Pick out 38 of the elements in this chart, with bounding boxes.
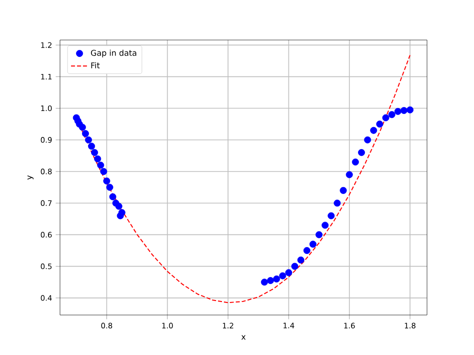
point (370, 126, 378, 134)
point (100, 168, 108, 175)
point (115, 202, 122, 210)
point (352, 158, 359, 166)
point (260, 278, 268, 286)
point (85, 136, 92, 144)
point (376, 120, 384, 128)
point (328, 212, 335, 220)
point (109, 193, 116, 200)
point (285, 269, 292, 276)
point (103, 177, 110, 184)
point (267, 277, 274, 284)
point (364, 136, 372, 144)
point (78, 124, 86, 131)
point (279, 272, 286, 280)
point (106, 184, 114, 191)
point (118, 209, 126, 216)
point (346, 171, 353, 178)
point (358, 149, 365, 156)
point (88, 142, 96, 150)
point (316, 231, 323, 238)
point (388, 111, 396, 118)
point (94, 155, 102, 162)
point (97, 162, 104, 169)
point (82, 130, 89, 138)
point (303, 247, 310, 254)
point (291, 262, 298, 270)
point (322, 222, 329, 229)
point (400, 107, 408, 114)
point (273, 275, 280, 282)
point (297, 256, 304, 264)
point (309, 240, 316, 248)
point (382, 114, 390, 122)
point (406, 106, 414, 114)
point (334, 200, 341, 207)
point (340, 186, 347, 194)
point (394, 108, 402, 115)
point (91, 149, 98, 156)
